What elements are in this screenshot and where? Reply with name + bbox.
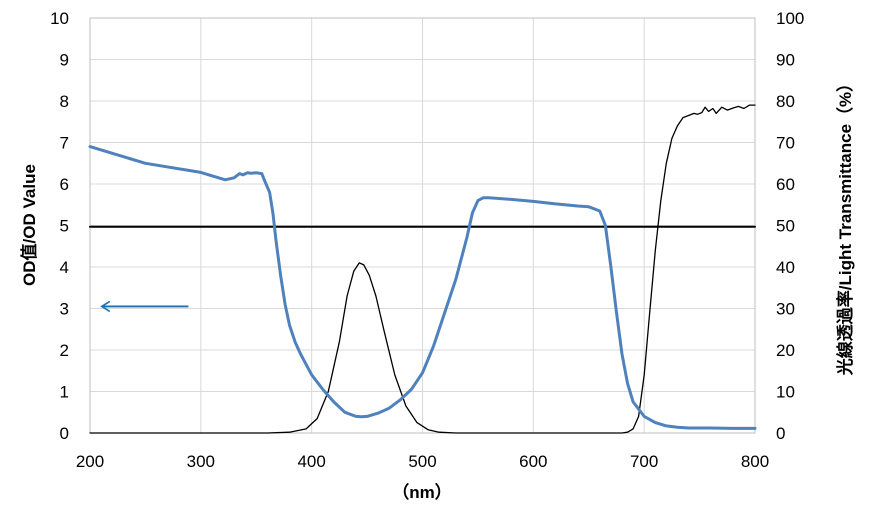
y-left-tick-label: 5 xyxy=(60,217,69,236)
plot-frame xyxy=(89,17,756,434)
y-left-tick-label: 1 xyxy=(60,383,69,402)
x-axis-label: （nm） xyxy=(392,482,452,502)
y-left-tick-label: 8 xyxy=(60,92,69,111)
y-right-tick-label: 70 xyxy=(776,134,795,153)
y-right-tick-labels: 0 10 20 30 40 50 60 70 80 90 100 xyxy=(776,9,804,443)
x-tick-label: 300 xyxy=(187,452,215,471)
y-right-tick-label: 80 xyxy=(776,92,795,111)
x-tick-label: 200 xyxy=(76,452,104,471)
y-left-tick-label: 10 xyxy=(50,9,69,28)
y-left-tick-label: 7 xyxy=(60,134,69,153)
transmittance-line xyxy=(89,104,756,434)
x-tick-label: 800 xyxy=(741,452,769,471)
y-right-tick-label: 10 xyxy=(776,383,795,402)
y-right-tick-label: 40 xyxy=(776,258,795,277)
y-left-tick-label: 9 xyxy=(60,51,69,70)
y-right-tick-label: 30 xyxy=(776,300,795,319)
y-left-axis-label: OD值/OD Value xyxy=(19,164,39,286)
y-right-tick-label: 20 xyxy=(776,341,795,360)
x-tick-label: 500 xyxy=(408,452,436,471)
series-layer xyxy=(88,104,757,434)
y-left-tick-label: 2 xyxy=(60,341,69,360)
y-left-tick-label: 0 xyxy=(60,424,69,443)
y-right-tick-label: 50 xyxy=(776,217,795,236)
x-tick-label: 700 xyxy=(630,452,658,471)
y-right-tick-label: 100 xyxy=(776,9,804,28)
y-left-tick-label: 3 xyxy=(60,300,69,319)
y-left-tick-labels: 0 1 2 3 4 5 6 7 8 9 10 xyxy=(50,9,69,443)
y-right-tick-label: 60 xyxy=(776,175,795,194)
x-tick-label: 600 xyxy=(519,452,547,471)
x-tick-label: 400 xyxy=(297,452,325,471)
od-value-line xyxy=(88,145,757,430)
y-left-tick-label: 4 xyxy=(60,258,69,277)
y-right-axis-label: 光線透過率/Light Transmittance（%） xyxy=(835,75,855,376)
x-tick-labels: 200 300 400 500 600 700 800 xyxy=(76,452,769,471)
y-left-tick-label: 6 xyxy=(60,175,69,194)
y-right-tick-label: 90 xyxy=(776,51,795,70)
y-right-tick-label: 0 xyxy=(776,424,785,443)
